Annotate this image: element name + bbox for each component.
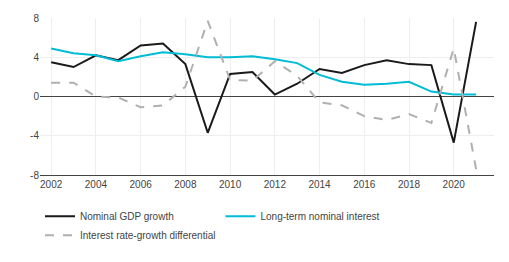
svg-text:2002: 2002 xyxy=(40,179,63,190)
svg-text:2012: 2012 xyxy=(264,179,287,190)
svg-text:2018: 2018 xyxy=(398,179,421,190)
svg-text:2004: 2004 xyxy=(85,179,108,190)
svg-text:2020: 2020 xyxy=(443,179,466,190)
svg-text:Long-term nominal interest: Long-term nominal interest xyxy=(260,211,379,222)
svg-text:2014: 2014 xyxy=(308,179,331,190)
svg-text:2008: 2008 xyxy=(174,179,197,190)
svg-text:-4: -4 xyxy=(30,130,39,141)
svg-text:8: 8 xyxy=(33,13,39,24)
svg-text:2016: 2016 xyxy=(353,179,376,190)
svg-text:2010: 2010 xyxy=(219,179,242,190)
svg-text:4: 4 xyxy=(33,52,39,63)
svg-text:0: 0 xyxy=(33,91,39,102)
svg-text:-8: -8 xyxy=(30,170,39,181)
svg-text:Interest rate-growth different: Interest rate-growth differential xyxy=(80,230,215,241)
svg-text:2006: 2006 xyxy=(130,179,153,190)
svg-text:Nominal GDP growth: Nominal GDP growth xyxy=(80,211,174,222)
